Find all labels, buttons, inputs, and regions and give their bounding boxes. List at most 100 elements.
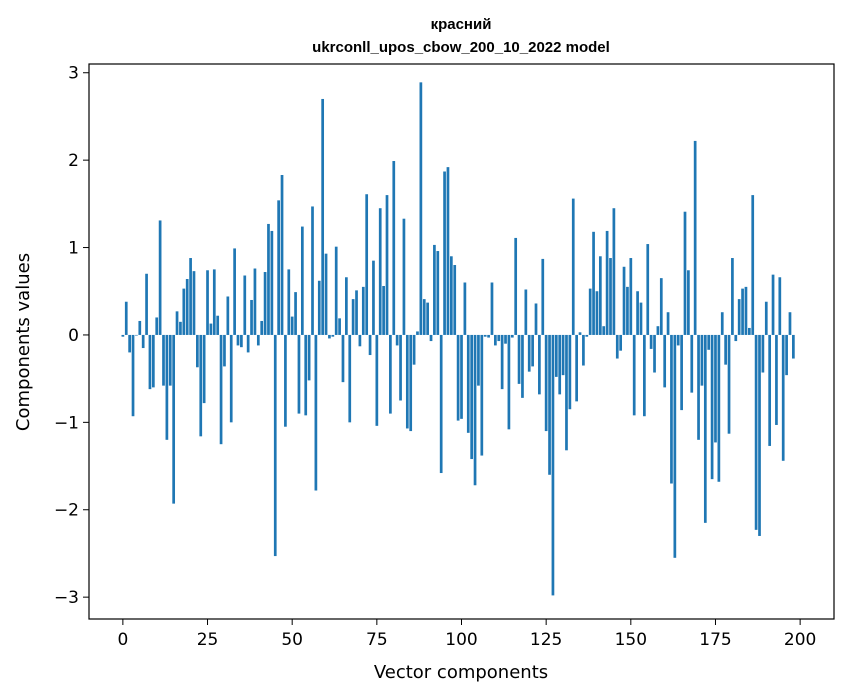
y-tick-label: −1 — [54, 413, 79, 433]
bar-73 — [368, 334, 372, 356]
bar-120 — [527, 334, 531, 372]
bar-44 — [270, 230, 274, 335]
bar-37 — [246, 334, 250, 353]
bar-20 — [189, 258, 192, 335]
bar-47 — [280, 175, 284, 335]
bar-26 — [209, 323, 213, 335]
bar-42 — [263, 272, 267, 335]
bar-75 — [375, 334, 379, 426]
bar-84 — [405, 334, 409, 429]
x-tick-label: 25 — [197, 630, 219, 650]
bar-33 — [233, 248, 236, 335]
bars-group — [121, 82, 795, 596]
bar-139 — [592, 231, 595, 335]
bar-155 — [646, 244, 650, 335]
bar-161 — [666, 312, 670, 335]
bar-96 — [446, 167, 450, 335]
y-tick-label: −2 — [54, 501, 79, 521]
bar-91 — [429, 334, 433, 342]
bar-188 — [758, 334, 761, 536]
bar-71 — [361, 286, 365, 335]
bar-102 — [466, 334, 470, 433]
bar-145 — [612, 208, 616, 335]
bar-85 — [409, 334, 413, 432]
bar-74 — [372, 260, 375, 335]
bar-181 — [734, 334, 738, 342]
bar-146 — [615, 334, 619, 359]
bar-86 — [412, 334, 416, 365]
bar-83 — [402, 218, 406, 335]
bar-31 — [226, 296, 230, 335]
bar-105 — [477, 334, 480, 386]
bar-124 — [541, 258, 545, 335]
bar-131 — [565, 334, 568, 451]
bar-12 — [162, 334, 165, 386]
bar-123 — [538, 334, 541, 395]
bar-163 — [673, 334, 677, 558]
bar-99 — [456, 334, 460, 421]
bar-5 — [138, 320, 142, 335]
bar-169 — [693, 140, 697, 335]
bar-21 — [192, 271, 196, 335]
bar-185 — [747, 327, 751, 335]
bar-157 — [653, 334, 656, 373]
bar-173 — [707, 334, 711, 350]
bar-58 — [317, 280, 321, 335]
y-tick-label: 3 — [68, 64, 79, 84]
bar-192 — [771, 274, 775, 335]
bar-147 — [619, 334, 623, 351]
bar-118 — [521, 334, 524, 398]
x-tick-label: 100 — [445, 630, 477, 650]
y-tick-label: 0 — [68, 326, 79, 346]
bar-138 — [588, 288, 592, 335]
bar-29 — [219, 334, 223, 445]
bar-79 — [389, 334, 392, 414]
y-tick-label: 2 — [68, 151, 79, 171]
bar-143 — [605, 230, 609, 335]
bar-129 — [558, 334, 562, 395]
bar-80 — [392, 161, 396, 335]
bar-97 — [449, 256, 453, 335]
bar-106 — [480, 334, 484, 456]
bar-117 — [517, 334, 521, 384]
bar-149 — [626, 286, 629, 335]
bar-191 — [768, 334, 772, 446]
bar-121 — [531, 334, 534, 367]
bar-77 — [382, 286, 385, 335]
bar-17 — [179, 321, 182, 335]
bar-40 — [256, 334, 260, 346]
bar-126 — [548, 334, 551, 475]
y-tick-label: 1 — [68, 239, 79, 259]
bar-108 — [487, 334, 490, 338]
bar-170 — [697, 334, 700, 440]
bar-144 — [609, 258, 612, 335]
bar-90 — [426, 302, 429, 335]
bar-148 — [622, 266, 626, 335]
bar-132 — [568, 334, 572, 410]
bar-9 — [151, 334, 155, 388]
bar-50 — [290, 316, 294, 335]
bar-66 — [345, 277, 348, 335]
bar-158 — [656, 326, 660, 335]
bar-178 — [724, 334, 727, 365]
x-tick-label: 0 — [117, 630, 128, 650]
bar-39 — [253, 268, 257, 335]
bar-151 — [632, 334, 636, 416]
bar-60 — [324, 253, 328, 335]
x-tick-label: 175 — [699, 630, 731, 650]
bar-134 — [575, 334, 578, 402]
bar-115 — [510, 334, 514, 338]
bar-92 — [433, 244, 436, 335]
bar-61 — [328, 334, 331, 339]
bar-171 — [700, 334, 704, 386]
bar-167 — [687, 270, 690, 335]
bar-137 — [585, 334, 589, 337]
bar-27 — [212, 269, 216, 335]
bar-62 — [331, 334, 335, 337]
bar-68 — [351, 299, 355, 335]
bar-111 — [497, 334, 501, 342]
bar-88 — [419, 82, 423, 335]
bar-6 — [141, 334, 145, 349]
bar-116 — [514, 237, 518, 335]
